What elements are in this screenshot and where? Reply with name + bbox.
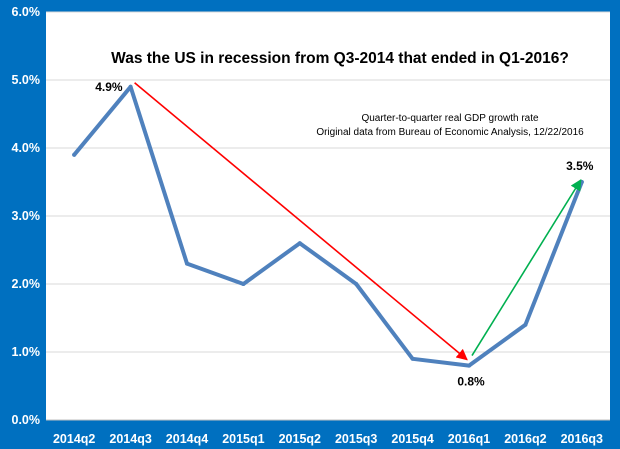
y-tick-label: 1.0% <box>12 345 41 359</box>
data-labels-group: 4.9% 0.8% 3.5% <box>95 80 594 389</box>
data-point <box>467 363 471 368</box>
annotation-line-2: Original data from Bureau of Economic An… <box>316 127 584 138</box>
x-tick-label: 2015q3 <box>335 432 377 446</box>
gridlines <box>46 11 610 421</box>
x-tick-label: 2015q4 <box>391 432 433 446</box>
data-point <box>410 356 415 361</box>
arrows-group <box>134 82 582 361</box>
data-point <box>297 241 302 246</box>
data-point <box>523 322 528 327</box>
data-point <box>354 282 359 286</box>
x-tick-label: 2014q4 <box>166 432 208 446</box>
data-point <box>72 152 77 157</box>
y-tick-label: 3.0% <box>12 209 41 223</box>
data-label: 0.8% <box>457 375 485 389</box>
trend-arrow <box>471 179 582 357</box>
y-tick-label: 0.0% <box>12 413 41 427</box>
y-axis-ticks: 0.0% 1.0% 2.0% 3.0% 4.0% 5.0% 6.0% <box>12 5 41 427</box>
series-group <box>72 84 584 368</box>
chart-title: Was the US in recession from Q3-2014 tha… <box>111 50 569 67</box>
x-tick-label: 2016q1 <box>448 432 490 446</box>
y-tick-label: 4.0% <box>12 141 41 155</box>
x-tick-label: 2014q2 <box>53 432 95 446</box>
x-tick-label: 2016q2 <box>504 432 546 446</box>
series-line <box>72 84 584 368</box>
y-tick-label: 6.0% <box>12 5 41 19</box>
data-point <box>128 84 133 89</box>
data-point <box>185 261 189 266</box>
annotation-line-1: Quarter-to-quarter real GDP growth rate <box>361 113 539 124</box>
y-tick-label: 2.0% <box>12 277 41 291</box>
data-label: 4.9% <box>95 80 123 94</box>
x-tick-label: 2014q3 <box>109 432 151 446</box>
y-tick-label: 5.0% <box>12 73 41 87</box>
trend-arrow <box>134 82 468 361</box>
x-tick-label: 2015q2 <box>279 432 321 446</box>
data-label: 3.5% <box>566 159 594 173</box>
x-tick-label: 2016q3 <box>561 432 603 446</box>
x-axis-ticks: 2014q2 2014q3 2014q4 2015q1 2015q2 2015q3 2015… <box>53 432 603 446</box>
data-point <box>241 282 246 286</box>
x-tick-label: 2015q1 <box>222 432 264 446</box>
